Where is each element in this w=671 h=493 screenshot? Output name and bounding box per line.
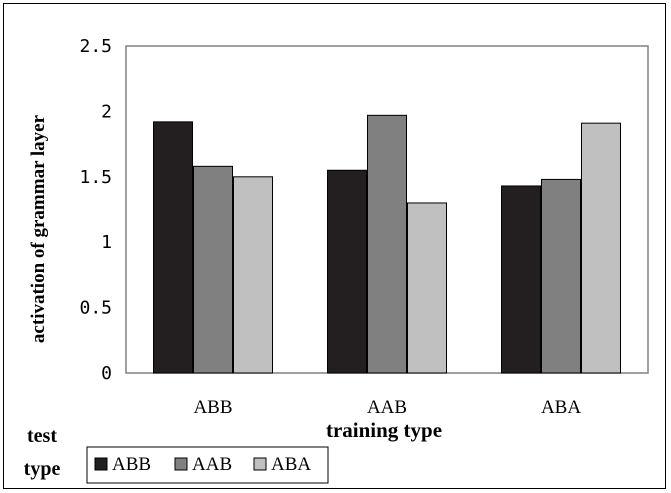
bar-abb-abb bbox=[153, 121, 193, 374]
y-axis-title: activation of grammar layer bbox=[28, 114, 49, 343]
y-ticks: 0 0.5 1 1.5 2 2.5 bbox=[79, 36, 112, 384]
x-tick-label: ABA bbox=[541, 397, 581, 418]
y-tick-label: 0.5 bbox=[79, 298, 112, 319]
x-axis-title: training type bbox=[326, 418, 442, 442]
y-tick-label: 2.5 bbox=[79, 36, 112, 57]
x-tick-label: ABB bbox=[193, 397, 232, 418]
bar-aba-abb bbox=[501, 185, 541, 374]
bar-aba-aab bbox=[541, 178, 581, 374]
y-tick-label: 2 bbox=[101, 101, 112, 122]
legend-label-aab: AAB bbox=[192, 454, 232, 475]
y-tick-label: 1.5 bbox=[79, 167, 112, 188]
legend-swatch-aab bbox=[174, 457, 188, 471]
legend-label-aba: ABA bbox=[271, 454, 311, 475]
legend-swatch-aba bbox=[253, 457, 267, 471]
legend-title-line-1: test bbox=[27, 425, 57, 447]
bar-abb-aab bbox=[193, 165, 233, 374]
legend-label-abb: ABB bbox=[112, 454, 151, 475]
y-tick-label: 1 bbox=[101, 232, 112, 253]
x-tick-label: AAB bbox=[367, 397, 407, 418]
legend-box bbox=[86, 446, 329, 484]
bar-abb-aba bbox=[233, 176, 273, 374]
y-tick-label: 0 bbox=[101, 363, 112, 384]
bar-aab-aab bbox=[367, 114, 407, 374]
x-ticks: ABB AAB ABA bbox=[193, 397, 581, 418]
legend-swatch-abb bbox=[94, 457, 108, 471]
bar-aab-abb bbox=[327, 169, 367, 374]
bar-aba-aba bbox=[581, 122, 621, 374]
legend: ABB AAB ABA bbox=[94, 454, 311, 475]
bars bbox=[153, 114, 621, 374]
bar-aab-aba bbox=[407, 202, 447, 374]
legend-title-line-2: type bbox=[24, 458, 61, 480]
